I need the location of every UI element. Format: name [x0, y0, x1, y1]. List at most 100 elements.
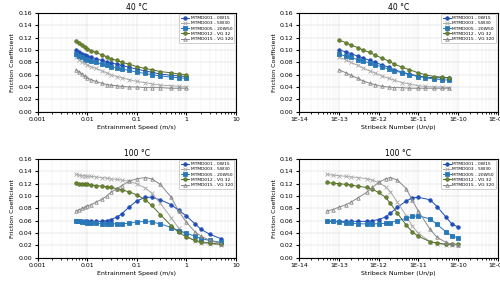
MTMD001 - 0W15 [158, 72, 164, 76]
MTMD015 - VG 320 [336, 205, 342, 209]
MTMD005 - 20W50 [343, 221, 349, 224]
MTMD012 - VG 32 [99, 185, 105, 188]
MTMD005 - 20W50 [192, 234, 198, 238]
MTMD005 - 20W50 [370, 222, 376, 226]
MTMD005 - 20W50 [348, 56, 354, 59]
X-axis label: Stribeck Number (Un/p): Stribeck Number (Un/p) [361, 271, 436, 276]
MTMD005 - 20W50 [114, 66, 120, 70]
MTMD001 - 0W15 [392, 68, 398, 71]
Line: MTMD012 - VG 32: MTMD012 - VG 32 [325, 181, 460, 246]
MTMD001 - 0W15 [360, 56, 366, 60]
MTMD005 - 20W50 [118, 67, 124, 71]
MTMD001 - 0W15 [218, 237, 224, 240]
MTMD001 - 0W15 [324, 219, 330, 222]
MTMD005 - 20W50 [104, 64, 110, 67]
MTMD012 - VG 32 [158, 70, 164, 73]
MTMD003 - 5W30 [88, 175, 94, 178]
MTMD015 - VG 320 [99, 197, 105, 201]
MTMD015 - VG 320 [76, 71, 82, 74]
MTMD003 - 5W30 [168, 84, 174, 88]
MTMD012 - VG 32 [73, 39, 79, 42]
MTMD005 - 20W50 [198, 237, 204, 240]
MTMD005 - 20W50 [448, 234, 454, 237]
Line: MTMD005 - 20W50: MTMD005 - 20W50 [74, 52, 188, 80]
MTMD003 - 5W30 [73, 173, 79, 176]
MTMD001 - 0W15 [404, 199, 409, 203]
MTMD005 - 20W50 [183, 231, 189, 235]
MTMD015 - VG 320 [134, 177, 140, 181]
MTMD012 - VG 32 [118, 188, 124, 192]
MTMD001 - 0W15 [104, 219, 110, 222]
MTMD015 - VG 320 [148, 86, 154, 89]
MTMD012 - VG 32 [76, 182, 82, 185]
MTMD003 - 5W30 [343, 175, 349, 178]
MTMD005 - 20W50 [446, 78, 452, 82]
MTMD015 - VG 320 [443, 240, 449, 244]
MTMD003 - 5W30 [134, 80, 140, 83]
MTMD003 - 5W30 [148, 191, 154, 195]
MTMD012 - VG 32 [114, 59, 120, 62]
MTMD015 - VG 320 [415, 209, 421, 213]
MTMD005 - 20W50 [168, 75, 174, 79]
MTMD015 - VG 320 [370, 186, 376, 189]
MTMD005 - 20W50 [218, 240, 224, 244]
MTMD012 - VG 32 [348, 183, 354, 187]
MTMD003 - 5W30 [406, 82, 412, 86]
MTMD005 - 20W50 [336, 53, 342, 56]
MTMD015 - VG 320 [324, 209, 330, 213]
MTMD005 - 20W50 [80, 220, 86, 224]
MTMD001 - 0W15 [434, 205, 440, 208]
MTMD015 - VG 320 [158, 183, 164, 186]
Line: MTMD015 - VG 320: MTMD015 - VG 320 [74, 176, 223, 245]
Legend: MTMD001 - 0W15, MTMD003 - 5W30, MTMD005 - 20W50, MTMD012 - VG 32, MTMD015 - VG 3: MTMD001 - 0W15, MTMD003 - 5W30, MTMD005 … [180, 160, 234, 189]
MTMD001 - 0W15 [84, 220, 90, 223]
MTMD003 - 5W30 [415, 84, 421, 88]
Line: MTMD001 - 0W15: MTMD001 - 0W15 [74, 196, 223, 240]
MTMD012 - VG 32 [406, 68, 412, 71]
MTMD005 - 20W50 [388, 221, 394, 224]
MTMD005 - 20W50 [360, 59, 366, 63]
MTMD012 - VG 32 [108, 57, 114, 60]
MTMD012 - VG 32 [218, 242, 224, 246]
MTMD003 - 5W30 [80, 174, 86, 177]
MTMD015 - VG 320 [183, 220, 189, 224]
MTMD001 - 0W15 [84, 54, 90, 58]
MTMD001 - 0W15 [93, 57, 99, 60]
MTMD003 - 5W30 [386, 77, 392, 80]
MTMD003 - 5W30 [80, 60, 86, 63]
Line: MTMD005 - 20W50: MTMD005 - 20W50 [337, 52, 451, 82]
MTMD005 - 20W50 [99, 222, 105, 226]
MTMD015 - VG 320 [388, 176, 394, 179]
MTMD005 - 20W50 [158, 222, 164, 226]
MTMD001 - 0W15 [330, 220, 336, 223]
Title: 40 °C: 40 °C [388, 3, 409, 12]
MTMD015 - VG 320 [93, 200, 99, 204]
MTMD003 - 5W30 [207, 242, 213, 246]
MTMD012 - VG 32 [355, 46, 361, 49]
Line: MTMD012 - VG 32: MTMD012 - VG 32 [337, 38, 451, 79]
MTMD003 - 5W30 [73, 56, 79, 59]
MTMD001 - 0W15 [372, 60, 378, 64]
MTMD001 - 0W15 [388, 212, 394, 215]
MTMD001 - 0W15 [176, 74, 182, 77]
MTMD003 - 5W30 [134, 182, 140, 185]
MTMD012 - VG 32 [73, 181, 79, 185]
MTMD001 - 0W15 [443, 215, 449, 219]
MTMD005 - 20W50 [427, 217, 433, 221]
MTMD003 - 5W30 [148, 82, 154, 86]
MTMD012 - VG 32 [88, 49, 94, 52]
MTMD001 - 0W15 [355, 54, 361, 58]
MTMD012 - VG 32 [80, 182, 86, 185]
MTMD001 - 0W15 [126, 205, 132, 209]
MTMD005 - 20W50 [394, 219, 400, 222]
MTMD015 - VG 320 [84, 204, 90, 208]
MTMD005 - 20W50 [372, 63, 378, 67]
Legend: MTMD001 - 0W15, MTMD003 - 5W30, MTMD005 - 20W50, MTMD012 - VG 32, MTMD015 - VG 3: MTMD001 - 0W15, MTMD003 - 5W30, MTMD005 … [441, 160, 496, 189]
X-axis label: Stribeck Number (Un/p): Stribeck Number (Un/p) [361, 125, 436, 130]
MTMD003 - 5W30 [394, 200, 400, 204]
MTMD005 - 20W50 [82, 220, 88, 224]
MTMD015 - VG 320 [446, 86, 452, 90]
MTMD001 - 0W15 [207, 233, 213, 236]
MTMD015 - VG 320 [99, 82, 105, 85]
MTMD015 - VG 320 [448, 242, 454, 246]
